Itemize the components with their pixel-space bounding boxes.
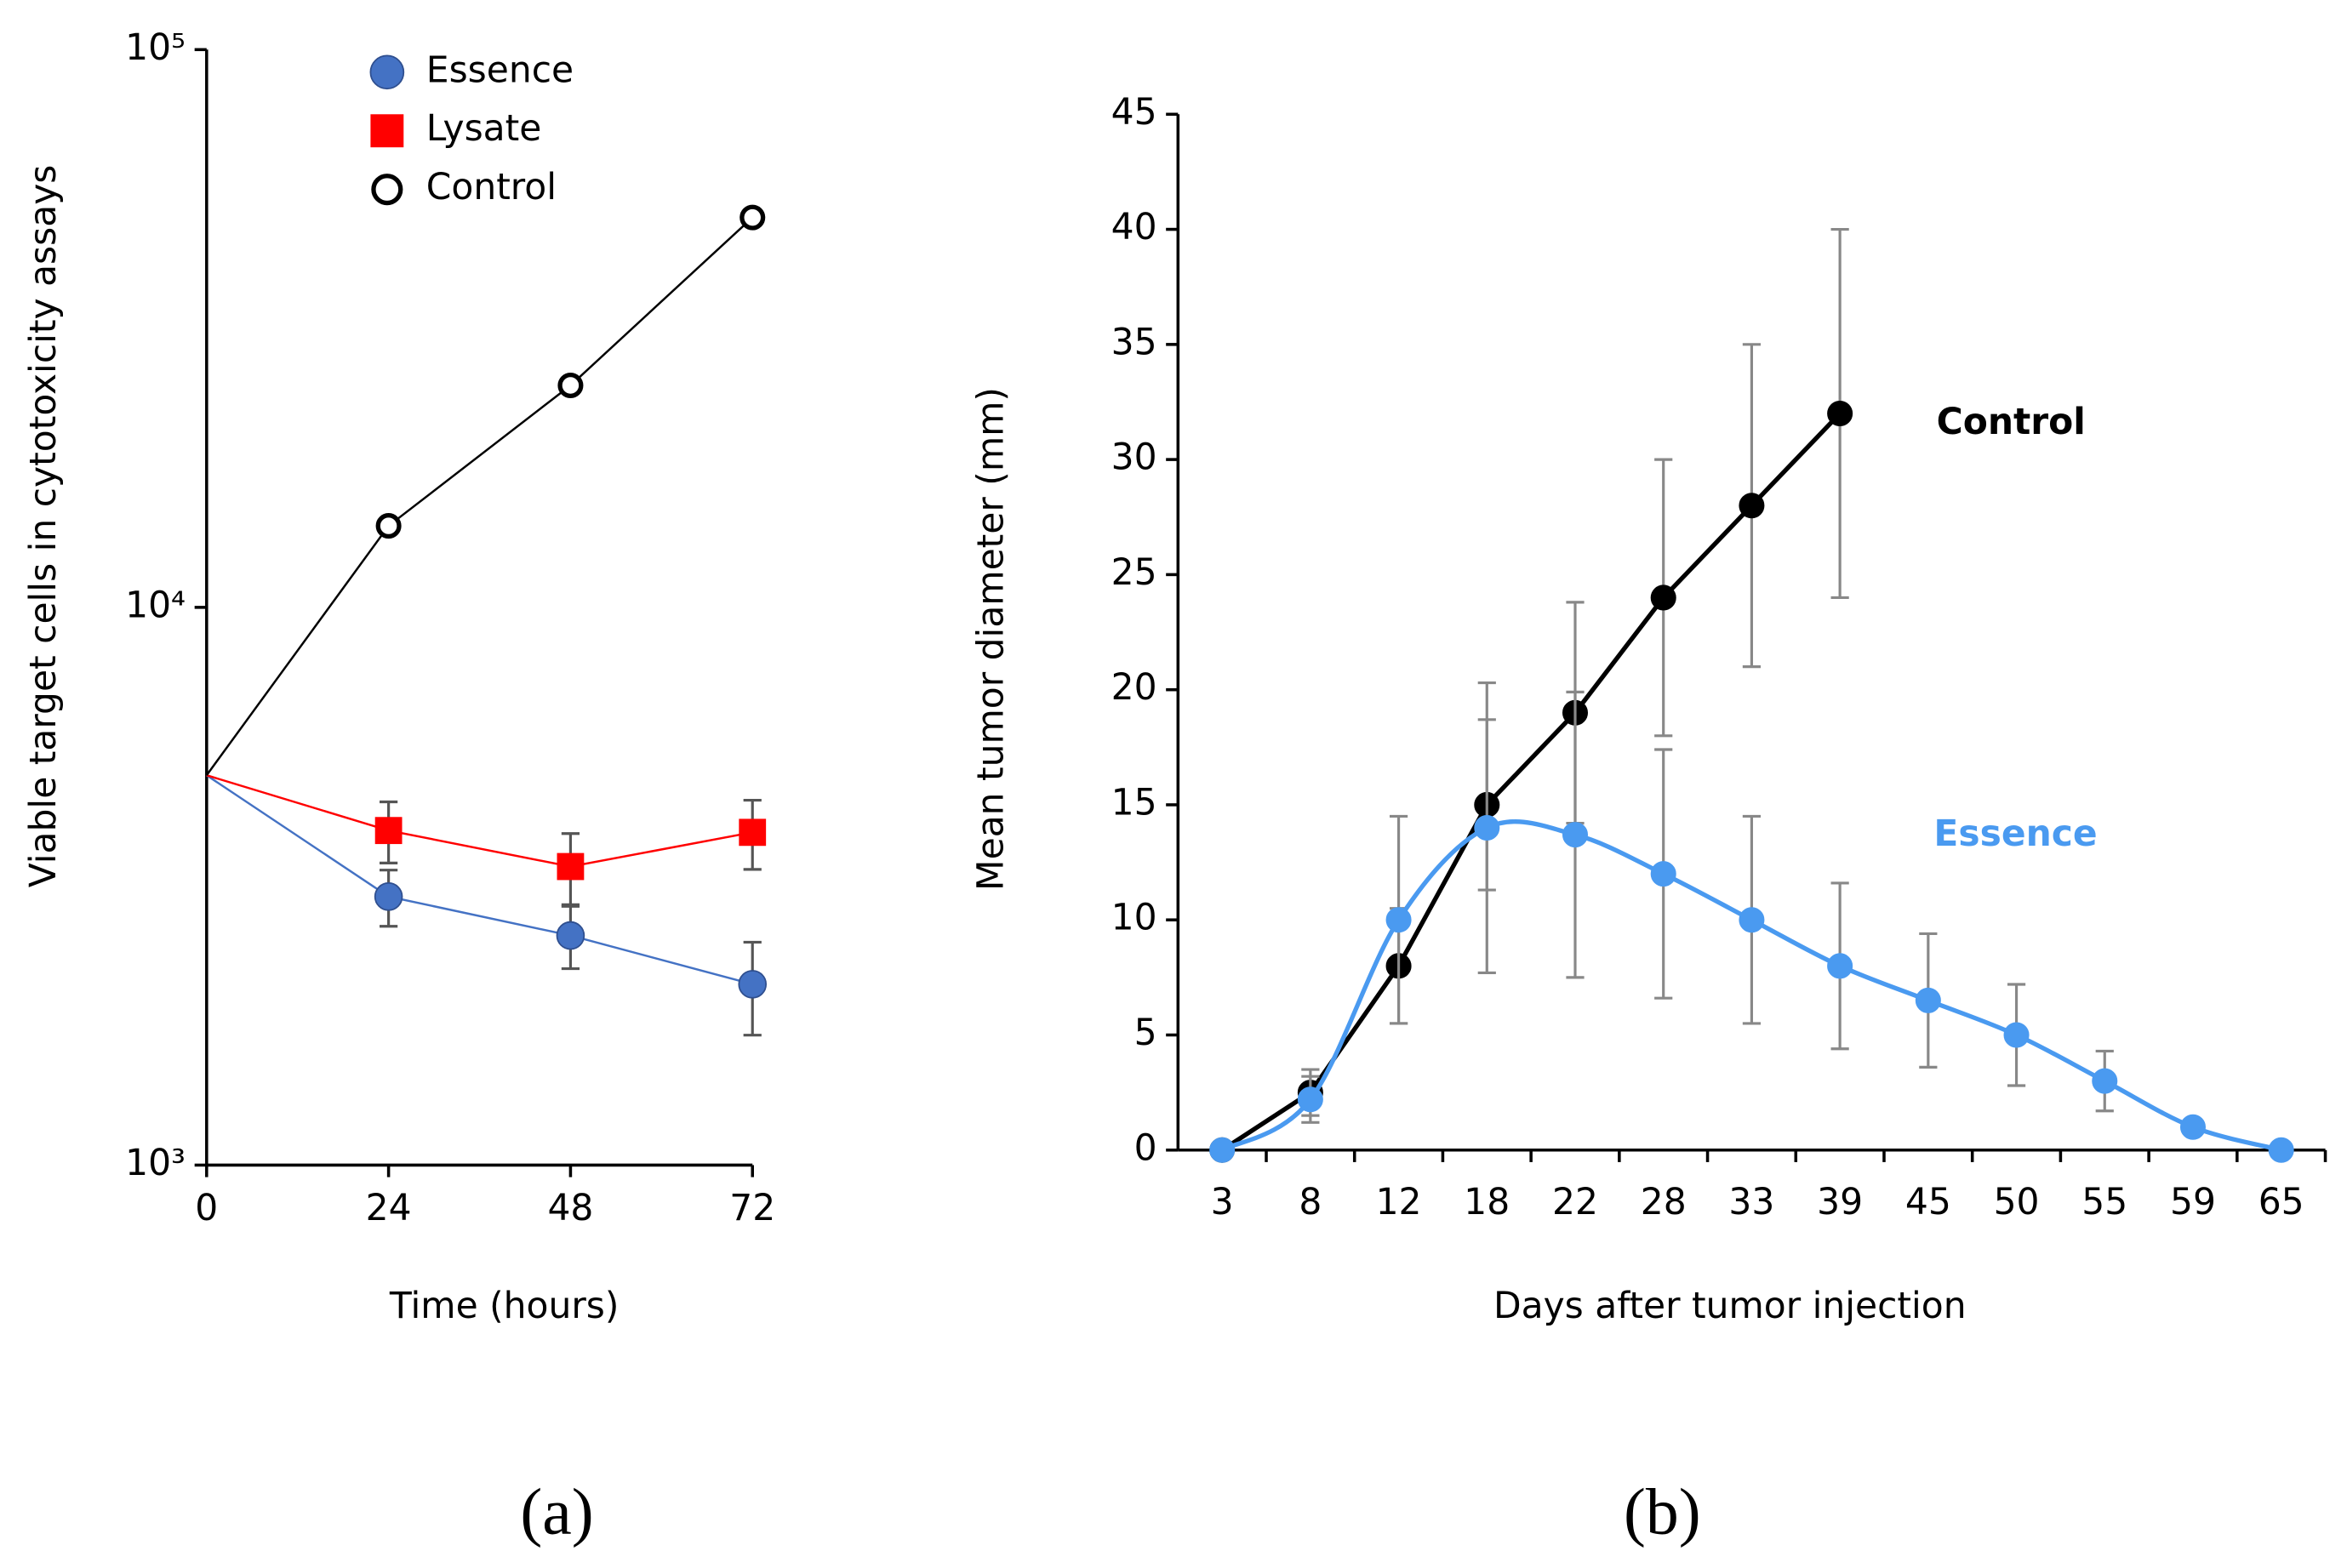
marker — [1385, 907, 1412, 933]
y-tick-label: 25 — [1111, 551, 1157, 593]
x-tick-label: 50 — [1994, 1181, 2040, 1223]
marker — [1739, 493, 1765, 519]
marker — [371, 174, 403, 206]
y-tick-label: 15 — [1111, 781, 1157, 823]
legend-label: Essence — [426, 48, 574, 90]
y-tick-label: 10⁵ — [125, 26, 186, 68]
x-tick-label: 65 — [2258, 1181, 2304, 1223]
series-line — [206, 774, 753, 986]
y-tick-label: 45 — [1111, 91, 1157, 133]
y-axis-label: Viable target cells in cytotoxicity assa… — [22, 165, 64, 888]
marker — [370, 114, 404, 148]
x-tick-label: 39 — [1817, 1181, 1863, 1223]
marker — [1562, 822, 1589, 848]
chart-panel: 10³ 10⁴ 10⁵ 0 24 48 72 Viable target cells in c… — [22, 26, 775, 1548]
x-tick-label: 24 — [366, 1187, 412, 1229]
marker — [1650, 584, 1676, 611]
marker — [557, 372, 584, 399]
marker — [2268, 1137, 2294, 1163]
x-tick-label: 22 — [1552, 1181, 1598, 1223]
marker — [1209, 1137, 1236, 1163]
x-tick-label: 8 — [1299, 1181, 1322, 1223]
x-axis-label: Time (hours) — [389, 1285, 619, 1326]
y-axis-label: Mean tumor diameter (mm) — [969, 387, 1011, 891]
series-line — [1220, 412, 1842, 1152]
x-tick-label: 12 — [1376, 1181, 1422, 1223]
series-line — [206, 774, 753, 868]
legend-label: Control — [426, 166, 557, 208]
legend-label: Lysate — [426, 107, 542, 149]
marker — [375, 513, 402, 539]
x-tick-label: 45 — [1905, 1181, 1951, 1223]
marker — [738, 970, 768, 999]
marker — [2092, 1068, 2118, 1094]
x-tick-label: 3 — [1211, 1181, 1234, 1223]
x-tick-label: 48 — [547, 1187, 593, 1229]
y-tick-label: 20 — [1111, 666, 1157, 708]
x-tick-label: 0 — [195, 1187, 218, 1229]
x-tick-label: 55 — [2081, 1181, 2127, 1223]
marker — [1827, 400, 1853, 427]
marker — [2179, 1114, 2206, 1140]
marker — [374, 882, 403, 911]
marker — [739, 818, 767, 847]
panel-label: (a) — [520, 1475, 593, 1548]
series-line — [205, 216, 754, 776]
marker — [2003, 1022, 2030, 1048]
y-tick-label: 10³ — [125, 1142, 186, 1183]
marker — [1297, 1086, 1323, 1113]
marker — [1739, 907, 1765, 933]
marker — [374, 817, 403, 845]
marker — [1474, 814, 1500, 841]
chart-panel: 0 5 10 15 20 25 30 35 40 45 3 8 12 18 22 28 33 39 45 50 55 59… — [969, 91, 2327, 1548]
x-tick-label: 59 — [2170, 1181, 2216, 1223]
x-tick-label: 72 — [729, 1187, 775, 1229]
marker — [369, 54, 405, 90]
marker — [557, 852, 585, 881]
y-tick-label: 10 — [1111, 897, 1157, 938]
y-tick-label: 30 — [1111, 436, 1157, 478]
series-label: Control — [1937, 401, 2086, 442]
marker — [556, 921, 585, 950]
x-tick-label: 33 — [1728, 1181, 1774, 1223]
y-tick-label: 40 — [1111, 206, 1157, 248]
series-label: Essence — [1933, 813, 2097, 854]
x-axis-label: Days after tumor injection — [1493, 1285, 1967, 1326]
x-tick-label: 18 — [1464, 1181, 1510, 1223]
y-tick-label: 5 — [1134, 1012, 1157, 1053]
panel-label: (b) — [1624, 1475, 1701, 1548]
marker — [740, 204, 766, 231]
marker — [1915, 987, 1941, 1013]
y-tick-label: 10⁴ — [125, 584, 186, 625]
x-tick-label: 28 — [1641, 1181, 1687, 1223]
marker — [1650, 861, 1676, 887]
y-tick-label: 35 — [1111, 321, 1157, 362]
y-tick-label: 0 — [1134, 1126, 1157, 1168]
marker — [1827, 953, 1853, 979]
